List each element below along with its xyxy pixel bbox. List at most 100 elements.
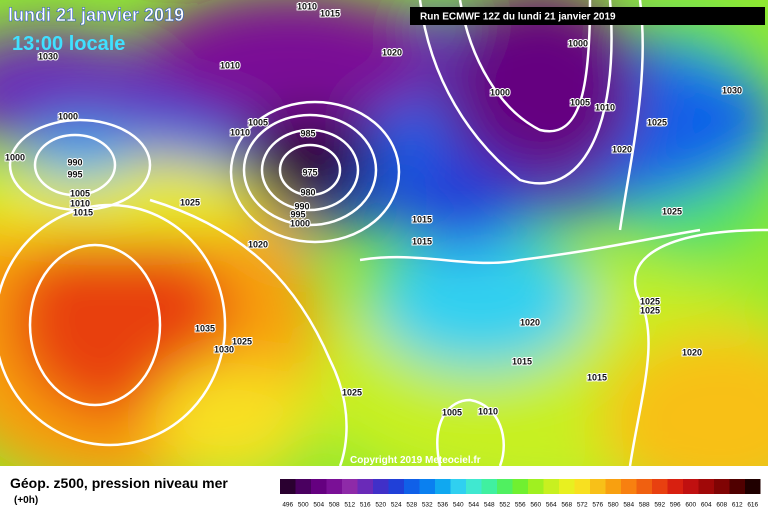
isobar-label: 1020 [612,144,632,154]
isobar-label: 995 [290,209,305,219]
legend-swatch [636,479,652,494]
legend-value: 548 [484,502,495,509]
legend-step: (+0h) [14,495,38,506]
isobar-label: 1025 [647,117,667,127]
legend-swatch [683,479,699,494]
legend-value: 588 [639,502,650,509]
isobar-label: 1010 [478,406,498,416]
legend-swatch [357,479,373,494]
isobar-label: 1025 [342,387,362,397]
legend-value: 516 [360,502,371,509]
isobar-label: 1030 [722,85,742,95]
isobar-label: 1015 [320,8,340,18]
legend-swatch [497,479,513,494]
legend-swatch [559,479,575,494]
legend-value: 568 [561,502,572,509]
isobar-label: 1025 [180,197,200,207]
legend-value: 536 [437,502,448,509]
isobar-label: 1020 [248,239,268,249]
legend-swatch [714,479,730,494]
legend-swatch [342,479,358,494]
legend-swatch [450,479,466,494]
legend-swatch [745,479,761,494]
legend-value: 512 [344,502,355,509]
legend-swatch [419,479,435,494]
legend-swatch [481,479,497,494]
isobar-label: 1015 [587,372,607,382]
isobar-label: 1000 [290,218,310,228]
legend-value: 604 [701,502,712,509]
legend-title: Géop. z500, pression niveau mer [10,475,228,491]
isobar-label: 1000 [568,38,588,48]
isobar-label: 1015 [512,356,532,366]
legend-value: 616 [747,502,758,509]
legend-swatch [326,479,342,494]
legend-swatch [621,479,637,494]
legend-value: 560 [530,502,541,509]
isobar-label: 1015 [73,207,93,217]
legend-value: 544 [468,502,479,509]
legend-value: 608 [716,502,727,509]
legend-swatch [528,479,544,494]
isobar-label: 1000 [5,152,25,162]
legend-value: 528 [406,502,417,509]
legend-swatch [512,479,528,494]
legend-swatch [729,479,745,494]
legend-swatch [605,479,621,494]
legend-value: 500 [298,502,309,509]
legend-swatch [466,479,482,494]
legend-swatch [543,479,559,494]
isobar-label: 990 [67,157,82,167]
legend-value: 552 [499,502,510,509]
isobar-label: 1020 [682,347,702,357]
isobar-label: 1030 [214,344,234,354]
isobar-label: 1020 [520,317,540,327]
isobar-label: 1000 [58,111,78,121]
legend-value: 596 [670,502,681,509]
legend-swatch [652,479,668,494]
isobar-label: 1030 [38,51,58,61]
legend-value: 572 [577,502,588,509]
legend-swatch [404,479,420,494]
legend-value: 524 [391,502,402,509]
legend-value: 540 [453,502,464,509]
isobar-label: 1000 [490,87,510,97]
time: 13:00 locale [12,33,125,55]
isobar-label: 985 [300,128,315,138]
isobar-label: 1015 [412,214,432,224]
legend-value: 612 [732,502,743,509]
isobar-label: 1010 [297,1,317,11]
legend-value: 504 [313,502,324,509]
legend-value: 600 [685,502,696,509]
legend-swatch [311,479,327,494]
legend-swatch [295,479,311,494]
isobar-label: 1035 [195,323,215,333]
isobar-label: 1010 [230,127,250,137]
legend-swatch [667,479,683,494]
isobar-label: 1005 [248,117,268,127]
isobar-label: 1005 [442,407,462,417]
isobar-label: 1010 [220,60,240,70]
copyright: Copyright 2019 Meteociel.fr [350,455,481,466]
isobar-label: 1020 [382,47,402,57]
isobar-label: 1005 [70,188,90,198]
legend-value: 576 [592,502,603,509]
isobar-label: 990 [294,201,309,211]
isobar-label: 1010 [595,102,615,112]
date: lundi 21 janvier 2019 [8,5,184,25]
isobar-label: 1025 [662,206,682,216]
isobar-label: 1010 [70,198,90,208]
isobar-label: 980 [300,187,315,197]
isobar-label: 1005 [570,97,590,107]
legend-value: 580 [608,502,619,509]
legend-value: 592 [654,502,665,509]
legend-value: 496 [282,502,293,509]
legend-swatch [590,479,606,494]
isobar-label: 1015 [412,236,432,246]
legend-swatch [698,479,714,494]
isobars [0,0,768,466]
isobar-label: 1025 [232,336,252,346]
legend-value: 556 [515,502,526,509]
